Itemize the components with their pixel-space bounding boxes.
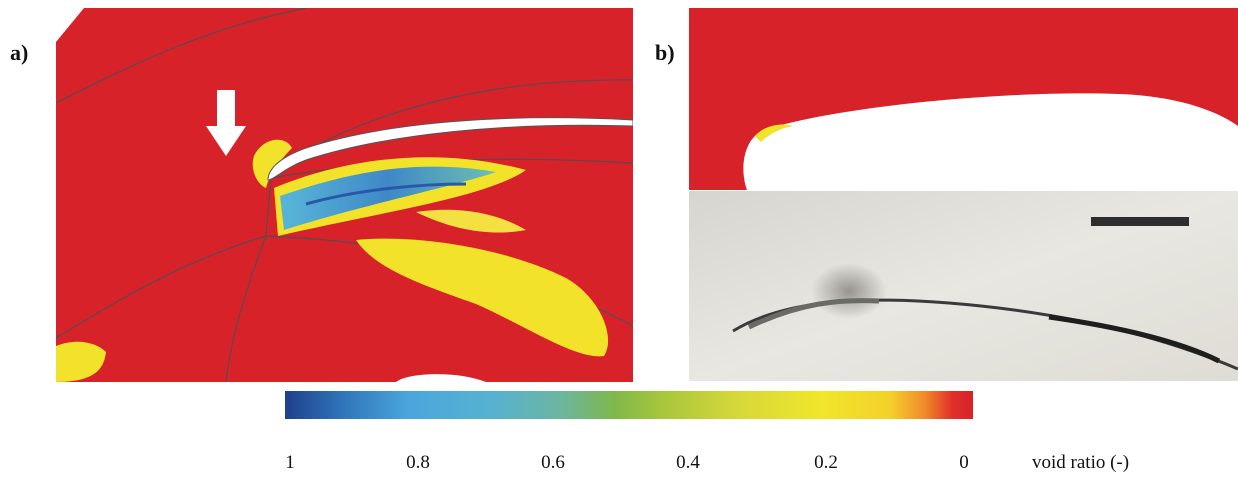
panel-b-photograph (689, 191, 1238, 381)
panel-a-simulation (56, 8, 633, 382)
simulation-leading-edge (689, 8, 1238, 190)
panel-b-label: b) (655, 40, 675, 65)
arrow-down-icon (206, 90, 246, 156)
colorbar (285, 391, 973, 419)
void-cloud-lower (356, 238, 609, 357)
colorbar-tick: 0.6 (541, 452, 565, 473)
panel-a-label: a) (10, 40, 29, 65)
vapour-cloud (811, 263, 887, 319)
blade-profile (267, 117, 633, 181)
cavity-dark-streak (305, 182, 467, 206)
scale-bar (1091, 217, 1189, 226)
colorbar-tick: 0.4 (676, 452, 700, 473)
cavity-core (280, 166, 496, 230)
leading-edge-void-b (755, 124, 793, 142)
blade-trailing-shadow (1048, 314, 1221, 364)
colorbar-tick: 0 (959, 452, 969, 473)
cavity-shadow (747, 298, 880, 330)
colorbar-tick: 1 (285, 452, 295, 473)
cavitation-photo (689, 191, 1238, 381)
leading-edge-void (252, 139, 292, 188)
colorbar-tick: 0.8 (406, 452, 430, 473)
panel-b-simulation (689, 8, 1238, 190)
corner-void (56, 341, 106, 382)
blade-profile-b (743, 93, 1238, 190)
void-cloud-middle (416, 209, 526, 233)
colorbar-tick: 0.2 (814, 452, 838, 473)
simulation-field (56, 8, 633, 382)
bottom-gap (396, 374, 486, 382)
colorbar-title: void ratio (-) (1032, 452, 1130, 473)
